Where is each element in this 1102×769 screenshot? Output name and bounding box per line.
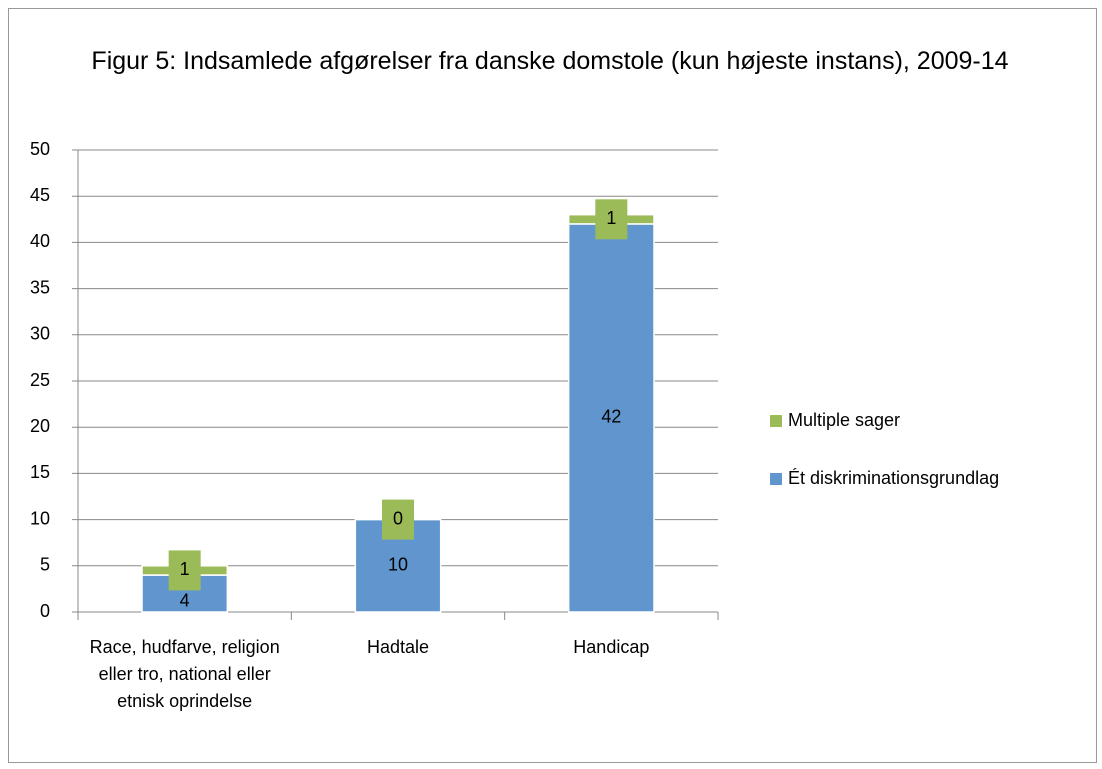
data-label-box	[382, 499, 414, 540]
data-label: 0	[393, 508, 403, 528]
y-tick-label: 20	[30, 416, 50, 436]
x-tick-label: Handicap	[573, 637, 650, 657]
data-label: 4	[180, 590, 190, 610]
legend-label: Ét diskriminationsgrundlag	[788, 468, 999, 488]
y-tick-label: 45	[30, 185, 50, 205]
data-label: 1	[606, 208, 616, 228]
legend-swatch	[770, 473, 782, 485]
y-tick-label: 30	[30, 324, 50, 344]
data-label: 1	[180, 559, 190, 579]
y-tick-label: 50	[30, 139, 50, 159]
chart-title: Figur 5: Indsamlede afgørelser fra dansk…	[91, 47, 1009, 75]
bar-segment	[567, 223, 655, 613]
bar-segment	[141, 574, 229, 613]
y-tick-label: 40	[30, 231, 50, 251]
legend-swatch	[770, 415, 782, 427]
x-tick-label: Hadtale	[366, 637, 430, 657]
data-label-box	[595, 199, 628, 240]
x-tick-label: Race, hudfarve, religion eller tro, nati…	[89, 637, 280, 711]
data-label: 10	[388, 555, 408, 575]
y-tick-label: 0	[40, 601, 50, 621]
y-tick-label: 15	[30, 462, 50, 482]
y-tick-label: 35	[30, 277, 50, 297]
y-tick-label: 10	[30, 508, 50, 528]
legend-label: Multiple sager	[788, 410, 900, 430]
y-tick-label: 5	[40, 555, 50, 575]
data-label-box	[168, 550, 201, 591]
y-tick-label: 25	[30, 370, 50, 390]
chart-border	[8, 8, 1097, 763]
data-label: 42	[601, 407, 621, 427]
